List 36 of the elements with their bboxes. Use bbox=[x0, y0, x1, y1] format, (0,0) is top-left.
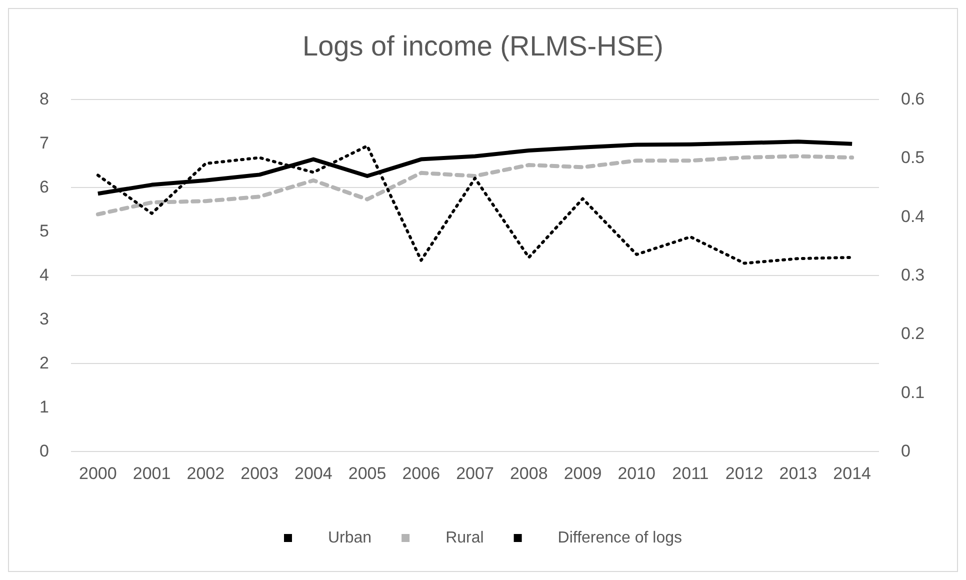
y-tick-label: 5 bbox=[40, 222, 49, 240]
y-tick-label: 3 bbox=[40, 310, 49, 328]
y-tick-label: 8 bbox=[40, 90, 49, 108]
y2-tick-label: 0.6 bbox=[901, 90, 925, 108]
y2-tick-label: 0.4 bbox=[901, 206, 925, 226]
x-tick-label: 2006 bbox=[402, 464, 440, 483]
x-tick-label: 2007 bbox=[456, 464, 494, 483]
y-tick-label: 2 bbox=[40, 354, 49, 372]
x-tick-label: 2002 bbox=[186, 464, 225, 483]
y-tick-label: 7 bbox=[40, 134, 49, 152]
chart-title: Logs of income (RLMS-HSE) bbox=[302, 30, 664, 62]
x-tick-label: 2014 bbox=[833, 464, 871, 483]
y-tick-label: 6 bbox=[40, 178, 49, 196]
legend-label: Difference of logs bbox=[558, 530, 682, 546]
y2-tick-label: 0.1 bbox=[901, 382, 925, 402]
x-tick-label: 2003 bbox=[240, 464, 278, 483]
y-tick-label: 0 bbox=[40, 442, 49, 460]
x-tick-label: 2011 bbox=[672, 464, 709, 483]
y2-tick-label: 0.3 bbox=[901, 266, 925, 284]
x-tick-label: 2001 bbox=[132, 464, 171, 483]
x-tick-label: 2009 bbox=[564, 464, 602, 483]
x-tick-label: 2004 bbox=[294, 464, 332, 483]
y-tick-label: 1 bbox=[40, 398, 49, 416]
x-tick-label: 2005 bbox=[348, 464, 386, 483]
x-tick-label: 2012 bbox=[725, 464, 764, 483]
y2-tick-label: 0.5 bbox=[901, 148, 925, 168]
legend-label: Rural bbox=[446, 530, 484, 546]
y-tick-label: 4 bbox=[40, 266, 49, 284]
legend-label: Urban bbox=[328, 530, 372, 546]
x-tick-label: 2000 bbox=[79, 464, 117, 483]
x-tick-label: 2013 bbox=[779, 464, 818, 483]
x-tick-label: 2010 bbox=[618, 464, 656, 483]
line-series bbox=[96, 154, 854, 216]
x-tick-label: 2008 bbox=[510, 464, 548, 483]
y2-tick-label: 0.2 bbox=[901, 324, 925, 344]
y2-tick-label: 0 bbox=[901, 442, 910, 460]
